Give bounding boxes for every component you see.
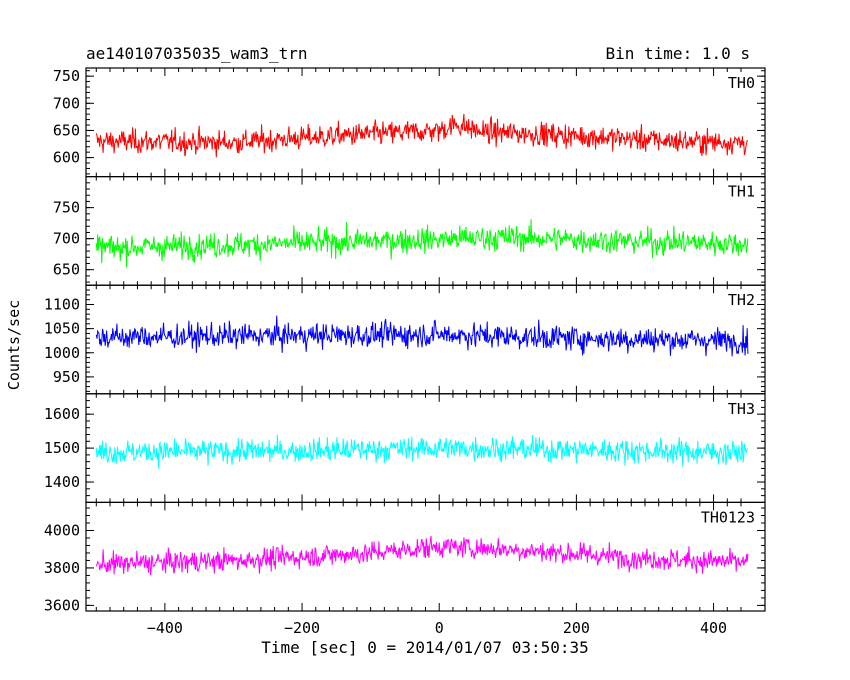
x-axis-label: Time [sec] 0 = 2014/01/07 03:50:35 bbox=[261, 638, 589, 657]
series-line-th1 bbox=[95, 219, 749, 268]
panel-label-th0: TH0 bbox=[728, 74, 755, 92]
y-tick-label: 1050 bbox=[44, 320, 80, 338]
x-tick-label: 0 bbox=[435, 619, 444, 637]
y-tick-label: 950 bbox=[53, 368, 80, 386]
panel-frame-th1 bbox=[85, 176, 766, 286]
y-tick-label: 750 bbox=[53, 67, 80, 85]
y-tick-label: 1000 bbox=[44, 344, 80, 362]
y-axis-label: Counts/sec bbox=[5, 299, 23, 391]
y-tick-label: 700 bbox=[53, 230, 80, 248]
y-tick-label: 650 bbox=[53, 261, 80, 279]
panel-label-th1: TH1 bbox=[728, 183, 755, 201]
y-tick-label: 650 bbox=[53, 121, 80, 139]
y-tick-label: 700 bbox=[53, 94, 80, 112]
series-line-th2 bbox=[95, 315, 749, 357]
y-tick-label: 600 bbox=[53, 149, 80, 167]
panel-label-th0123: TH0123 bbox=[701, 508, 755, 526]
series-line-th0123 bbox=[95, 535, 749, 575]
series-line-th3 bbox=[95, 434, 749, 469]
y-tick-label: 1400 bbox=[44, 473, 80, 491]
y-tick-label: 3600 bbox=[44, 596, 80, 614]
x-tick-label: 400 bbox=[700, 619, 727, 637]
x-tick-label: −200 bbox=[284, 619, 320, 637]
y-tick-label: 1500 bbox=[44, 439, 80, 457]
y-tick-label: 3800 bbox=[44, 559, 80, 577]
chart-title: ae140107035035_wam3_trn bbox=[86, 44, 308, 63]
x-tick-label: 200 bbox=[563, 619, 590, 637]
panel-frame-th0 bbox=[85, 67, 766, 178]
y-tick-label: 750 bbox=[53, 199, 80, 217]
y-tick-label: 1600 bbox=[44, 405, 80, 423]
x-tick-label: −400 bbox=[147, 619, 183, 637]
y-tick-label: 4000 bbox=[44, 521, 80, 539]
panel-label-th3: TH3 bbox=[728, 400, 755, 418]
series-line-th0 bbox=[95, 113, 749, 158]
y-tick-label: 1100 bbox=[44, 296, 80, 314]
panel-label-th2: TH2 bbox=[728, 291, 755, 309]
bin-time-label: Bin time: 1.0 s bbox=[605, 44, 751, 63]
